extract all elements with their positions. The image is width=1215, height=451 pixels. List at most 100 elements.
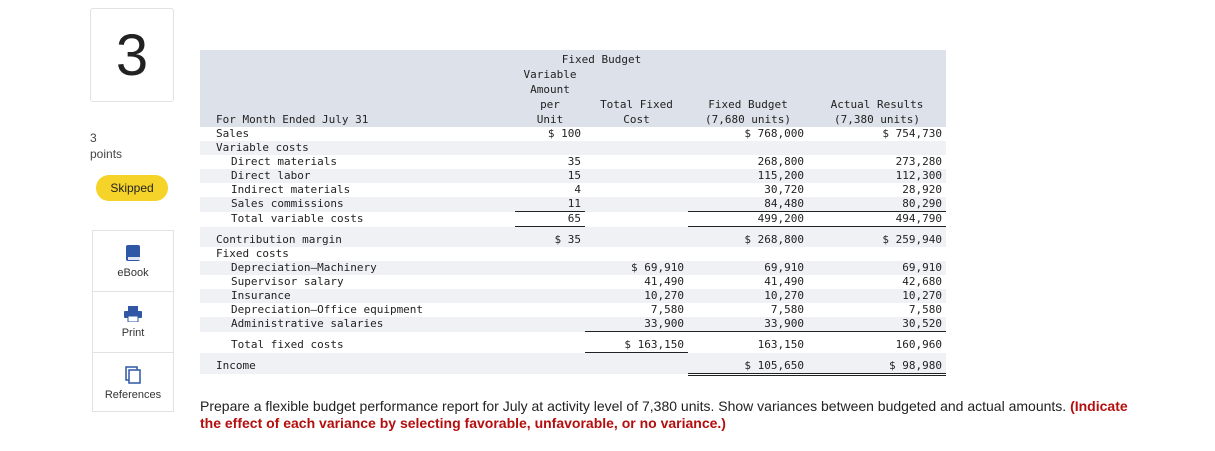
cell <box>585 183 688 197</box>
cell: 30,720 <box>764 183 804 196</box>
cell: 273,280 <box>895 155 942 168</box>
row-label: Sales <box>216 127 250 140</box>
cell: 35 <box>567 155 581 168</box>
cell: 69,910 <box>688 261 808 275</box>
cell <box>808 141 946 155</box>
cell: 494,790 <box>808 211 946 227</box>
cell: $ 768,000 <box>744 127 804 140</box>
header-line: Unit <box>536 113 564 126</box>
row-label: Total variable costs <box>231 212 364 225</box>
header-line: Actual Results <box>830 98 924 111</box>
cell <box>515 317 585 332</box>
cell <box>585 197 688 212</box>
header-line: Fixed Budget <box>708 98 788 111</box>
cell: 15 <box>515 169 585 183</box>
row-label: Depreciation—Office equipment <box>231 303 424 316</box>
header-line: Variable <box>523 68 577 81</box>
cell: 11 <box>515 197 585 212</box>
cell <box>585 247 688 261</box>
cell: 33,900 <box>688 317 808 332</box>
cell: $ 98,980 <box>808 352 946 376</box>
cell: 268,800 <box>757 155 804 168</box>
header-cell: Fixed Budget (7,680 units) <box>688 50 808 127</box>
header-cell: Variable Amount per Unit <box>515 67 585 127</box>
row-label: Income <box>200 352 515 374</box>
references-icon <box>125 365 141 384</box>
cell <box>515 141 585 155</box>
header-line: (7,680 units) <box>704 113 792 126</box>
header-cell: Total Fixed Cost <box>585 67 688 127</box>
table-row: Variable costs <box>200 141 946 155</box>
header-row: Variable Amount per Unit Total Fixed Cost <box>200 67 946 127</box>
row-label: Direct labor <box>200 169 515 183</box>
cell: $ 100 <box>547 127 581 140</box>
points-value: 3 <box>90 131 97 145</box>
cell <box>515 332 585 353</box>
points: 3 points <box>90 130 122 162</box>
ebook-icon <box>126 244 140 261</box>
ebook-tool[interactable]: eBook <box>93 231 173 292</box>
row-label: Indirect materials <box>231 183 351 196</box>
cell <box>688 141 808 155</box>
header-line: Total Fixed <box>600 98 673 111</box>
print-icon <box>124 305 142 322</box>
cell: $ 105,650 <box>688 352 808 376</box>
cell <box>515 303 585 317</box>
table-header: For Month Ended July 31 Fixed Budget Fix… <box>200 50 946 127</box>
row-label: Total fixed costs <box>231 338 344 351</box>
cell: $ 163,150 <box>585 331 688 353</box>
cell: 33,900 <box>585 317 688 332</box>
cell: 10,270 <box>688 289 808 303</box>
cell <box>515 247 585 261</box>
table-row: Depreciation—Office equipment 7,580 7,580 7… <box>200 303 946 317</box>
cell <box>585 141 688 155</box>
cell <box>515 275 585 289</box>
cell: 115,200 <box>688 169 808 183</box>
table-row: Insurance 10,270 10,270 10,270 <box>200 289 946 303</box>
cell: 69,910 <box>808 261 946 275</box>
cell: 7,580 <box>650 303 684 316</box>
points-label: points <box>90 147 123 161</box>
table-row: Fixed costs <box>200 247 946 261</box>
cell: 499,200 <box>688 211 808 227</box>
table-row: Total variable costs 65 499,200 494,790 <box>200 211 946 227</box>
table-row: Direct materials 35 268,800 273,280 <box>200 155 946 169</box>
table-row: Sales commissions 11 84,480 80,290 <box>200 197 946 212</box>
row-label: Supervisor salary <box>231 275 344 288</box>
table-row: Sales $ 100 $ 768,000 $ 754,730 <box>200 127 946 141</box>
cell: 41,490 <box>644 275 684 288</box>
cell <box>688 247 808 261</box>
cell: 80,290 <box>808 197 946 212</box>
cell: 10,270 <box>808 289 946 303</box>
row-label: Variable costs <box>200 141 515 155</box>
header-line: Amount per <box>530 83 570 111</box>
header-label: For Month Ended July 31 <box>200 50 515 127</box>
budget-table: For Month Ended July 31 Fixed Budget Fix… <box>200 50 946 376</box>
cell: $ 259,940 <box>808 226 946 247</box>
cell: 112,300 <box>808 169 946 183</box>
table-row: Indirect materials 4 30,720 28,920 <box>200 183 946 197</box>
cell: 7,580 <box>908 303 942 316</box>
table-row: Administrative salaries 33,900 33,900 30,52… <box>200 317 946 332</box>
cell: 65 <box>515 211 585 227</box>
tools-panel: eBook Print References <box>92 230 174 412</box>
question-number: 3 <box>90 8 174 102</box>
row-label: Depreciation—Machinery <box>200 261 515 275</box>
references-tool[interactable]: References <box>93 353 173 413</box>
row-label: Contribution margin <box>200 226 515 247</box>
table-row: Supervisor salary 41,490 41,490 42,680 <box>200 275 946 289</box>
cell: 41,490 <box>764 275 804 288</box>
table-row: Income $ 105,650 $ 98,980 <box>200 352 946 376</box>
row-label: Insurance <box>200 289 515 303</box>
cell: $ 754,730 <box>882 127 942 140</box>
cell: 4 <box>574 183 581 196</box>
row-label: Administrative salaries <box>200 317 515 332</box>
cell: $ 35 <box>515 226 585 247</box>
table-row: Depreciation—Machinery $ 69,910 69,910 69,9… <box>200 261 946 275</box>
cell: $ 268,800 <box>688 226 808 247</box>
header-group: Fixed Budget <box>515 50 688 67</box>
print-tool[interactable]: Print <box>93 292 173 353</box>
cell: $ 69,910 <box>585 261 688 275</box>
cell <box>585 352 688 374</box>
instructions: Prepare a flexible budget performance re… <box>200 398 1130 432</box>
